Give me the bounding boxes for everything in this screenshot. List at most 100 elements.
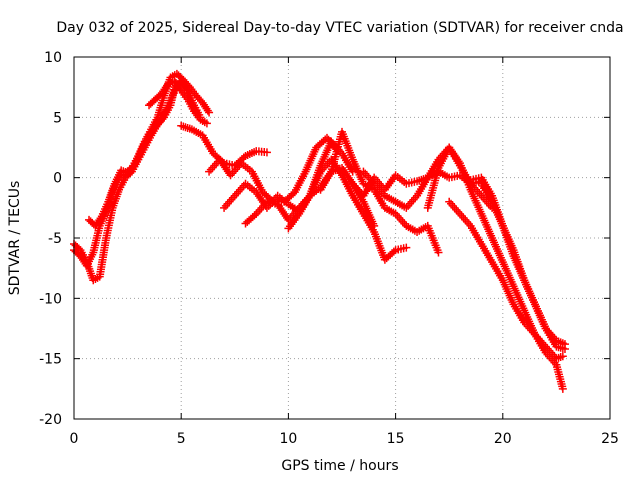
x-axis-label: GPS time / hours [281, 458, 398, 474]
series-track-14 [445, 197, 567, 363]
trace-segment [393, 211, 409, 228]
trace-segment [404, 223, 419, 235]
trace-segment [425, 157, 442, 180]
trace-segment [361, 169, 377, 186]
y-tick-label: -20 [39, 412, 62, 428]
trace-segment [405, 177, 419, 188]
trace-segment [165, 89, 178, 107]
trace-segment [249, 169, 266, 194]
axis-ticks [73, 56, 611, 420]
trace-segment [153, 90, 165, 102]
trace-segment [125, 163, 137, 176]
trace-segment [499, 260, 517, 289]
trace-segment [156, 103, 172, 125]
data-point [202, 119, 211, 128]
trace-segment [71, 247, 83, 259]
trace-segment [178, 79, 191, 92]
y-tick-label: 0 [53, 171, 62, 187]
trace-segment [243, 181, 259, 195]
trace-segment [349, 157, 367, 186]
trace-segment [360, 199, 378, 228]
trace-segment [446, 199, 463, 216]
trace-segment [371, 181, 388, 198]
trace-segment [478, 212, 496, 240]
trace-segment [478, 181, 495, 204]
trace-segment [83, 260, 97, 282]
trace-segment [543, 344, 559, 361]
series-track-10 [316, 127, 443, 257]
trace-segment [468, 181, 484, 198]
trace-segment [172, 79, 184, 93]
trace-segment [193, 93, 206, 106]
trace-segment [394, 244, 408, 254]
trace-segment [184, 97, 197, 113]
data-point [402, 243, 411, 252]
trace-segment [111, 168, 125, 186]
trace-segment [243, 148, 259, 159]
trace-segment [489, 260, 506, 282]
trace-segment [478, 242, 495, 264]
data-series [70, 69, 569, 393]
x-tick-label: 5 [177, 431, 186, 447]
trace-segment [221, 193, 238, 210]
trace-segment [521, 278, 538, 307]
trace-segment [105, 181, 118, 204]
data-point [558, 384, 567, 393]
trace-segment [510, 302, 527, 325]
trace-segment [467, 187, 485, 216]
data-point [205, 108, 214, 117]
x-tick-label: 0 [70, 431, 79, 447]
trace-segment [447, 171, 462, 182]
series-track-3 [85, 77, 192, 230]
trace-segment [446, 145, 463, 166]
trace-segment [510, 254, 528, 283]
trace-segment [499, 224, 517, 258]
trace-segment [146, 96, 158, 108]
trace-segment [191, 109, 203, 122]
trace-segment [424, 166, 442, 210]
x-tick-label: 15 [387, 431, 405, 447]
series-track-16 [477, 179, 569, 354]
trace-segment [178, 88, 191, 102]
y-tick-label: -10 [39, 291, 62, 307]
trace-segment [350, 194, 367, 216]
trace-segment [109, 187, 123, 210]
trace-segment [243, 211, 259, 226]
trace-segment [339, 165, 356, 186]
trace-segment [338, 130, 356, 162]
trace-segment [275, 193, 291, 207]
chart-title: Day 032 of 2025, Sidereal Day-to-day VTE… [56, 20, 623, 36]
trace-segment [286, 205, 302, 222]
data-point [183, 85, 192, 94]
trace-segment [71, 241, 83, 253]
trace-segment [119, 167, 130, 177]
trace-segment [510, 284, 528, 313]
trace-segment [302, 145, 320, 174]
trace-segment [96, 236, 110, 279]
trace-segment [424, 224, 442, 255]
trace-segment [414, 175, 431, 198]
trace-segment [489, 199, 506, 228]
trace-segment [265, 198, 279, 208]
trace-segment [383, 205, 398, 217]
trace-segment [543, 326, 560, 349]
trace-segment [232, 153, 248, 168]
y-tick-label: -15 [39, 352, 62, 368]
trace-segment [543, 350, 559, 367]
trace-segment [499, 278, 517, 307]
trace-segment [404, 193, 420, 210]
y-tick-label: -5 [48, 231, 62, 247]
trace-segment [117, 170, 128, 181]
trace-segment [306, 169, 324, 198]
data-point [560, 345, 569, 354]
trace-segment [393, 199, 409, 211]
trace-segment [148, 120, 163, 134]
trace-segment [198, 116, 209, 127]
trace-segment [222, 159, 237, 169]
trace-segment [478, 175, 495, 198]
trace-segment [285, 211, 302, 231]
trace-segment [554, 343, 567, 353]
trace-segment [98, 200, 112, 218]
y-tick-label: 5 [53, 110, 62, 126]
